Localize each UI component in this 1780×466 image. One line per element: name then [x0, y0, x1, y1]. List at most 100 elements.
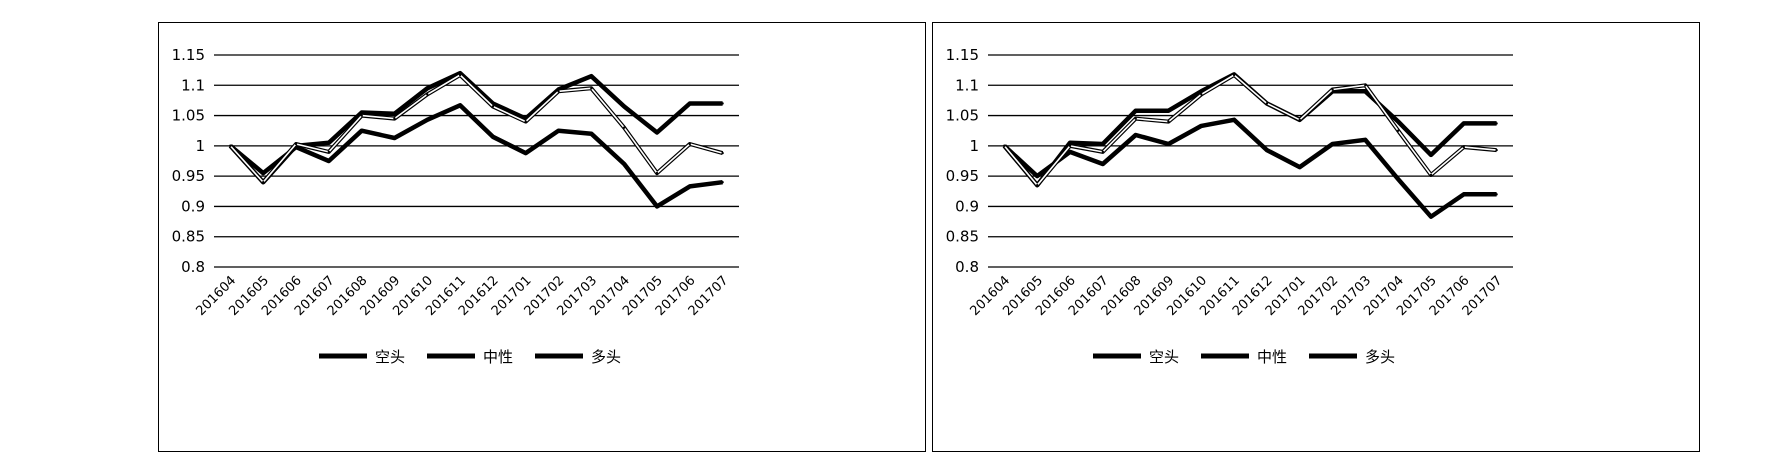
data-point [1167, 142, 1170, 146]
legend-label: 中性 [483, 348, 513, 366]
data-point [1331, 142, 1334, 146]
y-tick-label: 0.95 [172, 167, 205, 185]
y-tick-label: 1.1 [181, 76, 205, 94]
data-point [1200, 124, 1203, 128]
data-point [524, 151, 527, 155]
y-tick-label: 1.15 [172, 46, 205, 64]
data-point [1331, 88, 1334, 91]
y-tick-label: 1.15 [946, 46, 979, 64]
data-point [1462, 193, 1465, 196]
data-point [524, 120, 527, 123]
y-tick-label: 1.05 [172, 107, 205, 125]
data-point [426, 93, 429, 96]
data-point [491, 105, 495, 108]
y-tick-label: 1 [195, 137, 205, 155]
line-chart-left: 1.151.11.0510.950.90.850.820160420160520… [172, 46, 739, 366]
data-point [1134, 117, 1137, 120]
data-point [1429, 215, 1433, 218]
data-point [1265, 102, 1269, 105]
data-point [1200, 93, 1203, 96]
y-tick-label: 1 [969, 137, 979, 155]
data-point [262, 181, 265, 184]
series-line-0 [1002, 117, 1497, 219]
data-point [294, 142, 298, 146]
data-point [1495, 148, 1498, 152]
data-point [1068, 141, 1072, 145]
data-point [426, 87, 429, 90]
legend-label: 多头 [591, 348, 621, 366]
data-point [1462, 145, 1465, 149]
data-point [1265, 148, 1269, 152]
data-point [590, 132, 593, 135]
series-line-duoduo [1003, 74, 1497, 186]
data-point [1167, 120, 1170, 123]
data-point [557, 129, 560, 132]
legend-label: 中性 [1257, 348, 1287, 366]
data-point [393, 136, 396, 140]
data-point [1101, 142, 1105, 146]
data-point [327, 141, 331, 145]
data-point [393, 112, 396, 115]
data-point [688, 185, 691, 188]
data-point [1036, 184, 1039, 187]
data-point [622, 162, 626, 166]
data-point [360, 111, 363, 114]
data-point [458, 73, 462, 77]
data-point [1134, 109, 1137, 112]
y-tick-label: 0.85 [172, 228, 205, 246]
y-tick-label: 0.8 [181, 258, 205, 276]
data-point [426, 118, 429, 122]
chart-panel-left: 1.15 1.1 1.05 1 0.95 0.9 0.85 0.8 201604 201605 20… [158, 22, 926, 452]
data-point [262, 171, 265, 175]
legend-label: 空头 [375, 348, 405, 366]
data-point [1003, 144, 1006, 148]
data-point [1364, 84, 1367, 87]
data-point [1232, 73, 1236, 77]
data-point [1495, 193, 1498, 196]
data-point [1298, 118, 1301, 122]
data-point [622, 126, 626, 129]
data-point [327, 159, 331, 163]
data-point [590, 87, 593, 90]
data-point [1462, 122, 1465, 125]
data-point [458, 104, 462, 107]
data-point [557, 90, 560, 93]
y-tick-label: 0.85 [946, 228, 979, 246]
y-tick-label: 0.95 [946, 167, 979, 185]
data-point [721, 102, 724, 105]
y-tick-label: 1.1 [955, 76, 979, 94]
data-point [721, 181, 724, 184]
data-point [229, 144, 232, 148]
data-point [393, 117, 396, 120]
data-point [1101, 162, 1105, 166]
data-point [1364, 138, 1367, 141]
series-line-duoduo [229, 74, 723, 183]
data-point [1232, 118, 1236, 122]
legend-label: 空头 [1149, 348, 1179, 366]
data-point [1036, 174, 1039, 178]
data-point [1396, 129, 1400, 132]
data-point [1364, 90, 1367, 93]
data-point [622, 105, 626, 108]
data-point [590, 75, 593, 78]
line-chart-right: 1.151.11.0510.950.90.850.820160420160520… [946, 46, 1513, 366]
series-line-outline [1002, 73, 1497, 188]
y-tick-label: 1.05 [946, 107, 979, 125]
data-point [491, 135, 495, 138]
y-tick-label: 0.9 [955, 197, 979, 215]
data-point [721, 151, 724, 155]
data-point [1134, 133, 1137, 137]
data-point [1298, 165, 1301, 169]
data-point [1429, 173, 1433, 177]
data-point [655, 171, 659, 175]
data-point [360, 129, 363, 132]
data-point [1396, 120, 1400, 123]
data-point [655, 205, 659, 208]
data-point [688, 102, 691, 105]
data-point [1396, 177, 1400, 181]
data-point [327, 150, 331, 154]
legend-label: 多头 [1365, 348, 1395, 366]
data-point [1429, 153, 1433, 157]
chart-panel-right: 1.15 1.1 1.05 1 0.95 0.9 0.85 0.8 201604 201605 20… [932, 22, 1700, 452]
y-tick-label: 0.8 [955, 258, 979, 276]
